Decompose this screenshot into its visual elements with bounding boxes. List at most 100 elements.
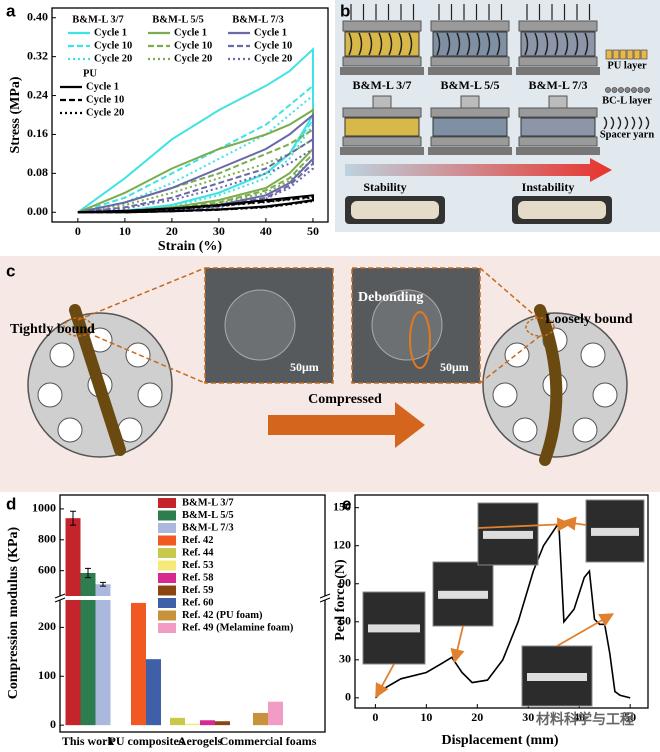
yarn: [476, 32, 481, 56]
hole: [512, 417, 538, 443]
y-tick-label: 100: [38, 668, 56, 682]
pu-icon: [626, 49, 634, 60]
bar: [80, 572, 96, 726]
press-base: [340, 67, 424, 75]
yarn: [466, 32, 471, 56]
x-tick-label: 0: [75, 224, 81, 238]
hole: [504, 342, 530, 368]
pointer-arrow: [556, 613, 615, 647]
y-tick-label: 120: [333, 537, 351, 551]
legend-label: Cycle 10: [254, 40, 292, 51]
yarn: [584, 32, 589, 56]
press-plate: [430, 20, 510, 32]
y-tick-label: 150: [333, 499, 351, 513]
x-tick-label: 10: [420, 710, 432, 724]
y-tick-label: 0: [50, 717, 56, 731]
y-tick-label: 60: [339, 614, 351, 628]
error-bar: [100, 581, 106, 587]
hole: [592, 382, 618, 408]
legend-swatch: [158, 573, 176, 583]
legend-label: B&M-L 3/7: [182, 497, 234, 508]
fiber: [534, 304, 563, 466]
legend-label: Cycle 10: [94, 40, 132, 51]
bc-icon: [624, 87, 631, 93]
gradient-arrow: [345, 158, 612, 182]
yarn-icon: [610, 116, 615, 130]
panel-letter: b: [340, 1, 350, 20]
hole: [37, 382, 63, 408]
pu-icon: [633, 49, 641, 60]
bc-icon: [631, 87, 637, 93]
axis-break-mark: [319, 593, 331, 603]
yarn: [524, 32, 529, 56]
sample-label: B&M-L 7/3: [529, 78, 588, 92]
bar: [268, 701, 283, 726]
yarn-icon: [645, 116, 650, 130]
hole: [580, 342, 606, 368]
y-tick-label: 0.32: [27, 48, 48, 62]
legend-swatch: [158, 623, 176, 633]
yarn-icon: [631, 116, 636, 130]
legend-label: BC-L layer: [602, 95, 652, 106]
yarn: [544, 32, 549, 56]
x-tick-label: 30: [522, 710, 534, 724]
yarn: [574, 32, 579, 56]
legend-label: Cycle 1: [94, 27, 127, 38]
sample: [344, 117, 420, 137]
press-plate: [518, 136, 598, 147]
legend-swatch: [158, 523, 176, 533]
compress-arrow: [268, 402, 425, 448]
pu-icon: [619, 49, 627, 60]
sem-feature: [224, 289, 296, 361]
yarn-icon: [603, 116, 608, 130]
zoom-line: [479, 335, 541, 384]
bar: [215, 721, 230, 726]
yarn: [564, 32, 569, 56]
yarn: [496, 32, 501, 56]
sem-feature: [371, 289, 443, 361]
legend-swatch: [158, 585, 176, 596]
panel-letter: a: [6, 1, 16, 20]
loosely-bound: Loosely bound: [545, 312, 633, 327]
legend-label: Ref. 59: [182, 585, 214, 596]
press-base: [428, 147, 512, 155]
yarn: [358, 32, 363, 56]
yarn: [378, 32, 383, 56]
legend-label: Cycle 10: [86, 94, 124, 105]
bc-icon: [618, 87, 624, 93]
bar: [146, 659, 161, 726]
pointer-arrow: [450, 625, 465, 664]
legend-swatch: [158, 510, 176, 521]
legend-group-title: B&M-L 5/5: [152, 14, 204, 25]
press-base: [516, 147, 600, 155]
bar: [95, 584, 111, 726]
legend-label: Cycle 20: [254, 53, 292, 64]
legend-swatch: [158, 598, 176, 608]
press-plate: [342, 20, 422, 32]
press-plate: [342, 136, 422, 147]
line-series: [77, 196, 314, 214]
foam: [518, 201, 606, 219]
sample: [432, 117, 508, 137]
yarn: [348, 32, 353, 56]
bar: [65, 518, 81, 726]
y-axis-label: Peel force (N): [333, 559, 348, 641]
sample: [520, 117, 596, 137]
y-tick-label: 1000: [32, 501, 56, 515]
legend-label: Cycle 1: [254, 27, 287, 38]
y-axis-label: Compression modulus (KPa): [6, 526, 21, 699]
zoom-line: [479, 267, 541, 321]
sample-label: B&M-L 5/5: [441, 78, 500, 92]
y-tick-label: 0: [345, 690, 351, 704]
legend-label: Cycle 1: [174, 27, 207, 38]
piston: [548, 95, 568, 109]
yarn: [388, 32, 393, 56]
press-base: [340, 147, 424, 155]
x-tick-label: 50: [624, 710, 636, 724]
legend-label: Cycle 20: [94, 53, 132, 64]
x-tick-label: 0: [372, 710, 378, 724]
sample-label: B&M-L 3/7: [353, 78, 412, 92]
press-plate: [430, 136, 510, 147]
panel-letter: e: [342, 494, 351, 513]
yarn-icon: [638, 116, 643, 130]
